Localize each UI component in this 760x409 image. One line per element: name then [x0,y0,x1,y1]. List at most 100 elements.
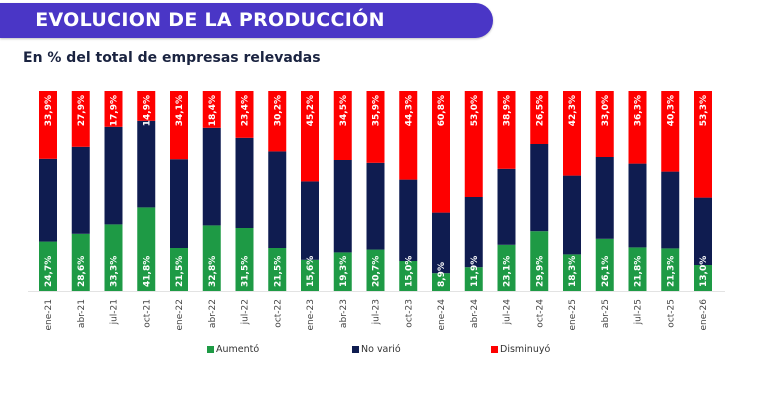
data-label-aumento-jul-21: 33,3% [110,256,120,287]
x-tick-label-jul-24: jul-24 [503,299,513,326]
x-tick-label-abr-25: abr-25 [601,299,611,328]
bar-aument-jul-24 [497,244,516,291]
data-label-disminuyo-abr-25: 33,0% [601,95,611,126]
bar-aument-oct-25 [661,248,680,291]
bar-aument-jul-25 [628,247,647,291]
data-label-aumento-abr-25: 26,1% [601,256,611,287]
legend-label-disminuyo: Disminuyó [500,344,551,355]
bar-aument-oct-22 [268,248,287,291]
bar-novari-ene-24 [432,212,450,274]
bar-disminuy-ene-24 [432,91,450,213]
data-label-aumento-ene-25: 18,3% [568,256,578,287]
bar-novari-ene-22 [170,159,188,248]
x-tick-label-jul-22: jul-22 [241,299,251,325]
x-tick-label-oct-23: oct-23 [404,299,414,328]
legend-label-aumento: Aumentó [216,344,260,355]
x-tick-label-abr-21: abr-21 [77,299,87,328]
bar-novari-abr-24 [464,197,483,268]
bar-disminuy-jul-22 [235,91,254,138]
bar-novari-oct-23 [399,179,418,261]
bar-aument-oct-21 [137,207,156,291]
x-tick-label-jul-25: jul-25 [634,299,644,325]
bar-aument-jul-23 [366,249,385,291]
data-label-disminuyo-abr-23: 34,5% [339,95,349,126]
bar-disminuy-jul-25 [628,91,647,164]
data-label-disminuyo-ene-22: 34,1% [175,95,185,126]
data-label-aumento-oct-21: 41,8% [142,256,152,287]
bar-disminuy-jul-21 [104,91,123,127]
data-label-aumento-jul-23: 20,7% [372,256,382,287]
bar-aument-abr-25 [595,238,614,291]
data-label-disminuyo-oct-22: 30,2% [273,95,283,126]
bar-novari-abr-25 [595,157,614,239]
bar-disminuy-ene-23 [301,91,319,182]
data-label-aumento-oct-23: 15,0% [404,256,414,287]
bar-aument-abr-22 [202,225,221,291]
legend-swatch-disminuyo [491,346,498,353]
legend-item-disminuyo: Disminuyó [491,344,550,355]
bar-disminuy-abr-24 [464,91,483,197]
data-label-disminuyo-oct-23: 44,3% [404,95,414,126]
bar-disminuy-ene-22 [170,91,188,160]
data-label-disminuyo-ene-23: 45,2% [306,95,316,126]
data-label-disminuyo-abr-21: 27,9% [77,95,87,126]
bar-novari-jul-25 [628,163,647,248]
bar-aument-oct-24 [530,231,549,291]
legend-swatch-aumento [207,346,214,353]
x-tick-label-ene-22: ene-22 [175,299,185,330]
data-label-disminuyo-abr-22: 18,4% [208,95,218,126]
x-tick-label-jul-23: jul-23 [372,299,382,325]
data-label-aumento-abr-22: 32,8% [208,256,218,287]
bar-aument-jul-21 [104,224,123,291]
bar-novari-oct-25 [661,171,680,249]
bar-disminuy-abr-22 [202,91,221,128]
data-label-disminuyo-abr-24: 53,0% [470,95,480,126]
data-label-disminuyo-ene-25: 42,3% [568,95,578,126]
bar-aument-ene-26 [694,265,712,291]
x-tick-label-ene-24: ene-24 [437,299,447,331]
bar-disminuy-oct-25 [661,91,680,172]
bar-aument-oct-23 [399,261,418,291]
data-label-aumento-oct-24: 29,9% [535,256,545,287]
bar-disminuy-ene-26 [694,91,712,198]
bar-disminuy-oct-24 [530,91,549,144]
data-label-disminuyo-jul-23: 35,9% [372,95,382,126]
legend-item-aumento: Aumentó [207,344,259,355]
data-label-disminuyo-oct-24: 26,5% [535,95,545,126]
bar-novari-oct-22 [268,151,287,248]
bar-novari-oct-21 [137,120,156,208]
data-label-aumento-ene-21: 24,7% [44,256,54,287]
bar-disminuy-jul-23 [366,91,385,163]
legend-item-no-vario: No varió [352,344,401,355]
x-tick-label-abr-22: abr-22 [208,299,218,328]
bar-aument-ene-22 [170,248,188,291]
data-label-aumento-jul-22: 31,5% [241,256,251,287]
data-label-aumento-abr-23: 19,3% [339,256,349,287]
bar-novari-ene-21 [39,158,57,242]
bar-novari-oct-24 [530,144,549,232]
x-tick-label-oct-25: oct-25 [666,299,676,328]
data-label-aumento-ene-22: 21,5% [175,256,185,287]
data-label-disminuyo-ene-21: 33,9% [44,95,54,126]
x-tick-label-oct-21: oct-21 [142,299,152,328]
x-tick-label-abr-23: abr-23 [339,299,349,328]
bar-aument-abr-24 [464,267,483,291]
bar-aument-jul-22 [235,228,254,291]
x-tick-label-oct-24: oct-24 [535,299,545,328]
bar-novari-abr-22 [202,127,221,226]
bar-novari-jul-21 [104,126,123,225]
bar-disminuy-abr-25 [595,91,614,157]
bar-disminuy-abr-21 [71,91,90,147]
bar-aument-ene-23 [301,259,319,291]
x-tick-label-ene-25: ene-25 [568,299,578,330]
bar-disminuy-oct-23 [399,91,418,180]
x-tick-label-abr-24: abr-24 [470,299,480,328]
data-label-aumento-abr-24: 11,9% [470,256,480,287]
bar-aument-ene-21 [39,241,57,291]
bar-novari-abr-23 [333,160,352,253]
title-banner: EVOLUCION DE LA PRODUCCIÓN [0,3,493,38]
bar-disminuy-oct-22 [268,91,287,152]
data-label-aumento-ene-24: 8,9% [437,262,447,287]
bar-aument-abr-23 [333,252,352,291]
